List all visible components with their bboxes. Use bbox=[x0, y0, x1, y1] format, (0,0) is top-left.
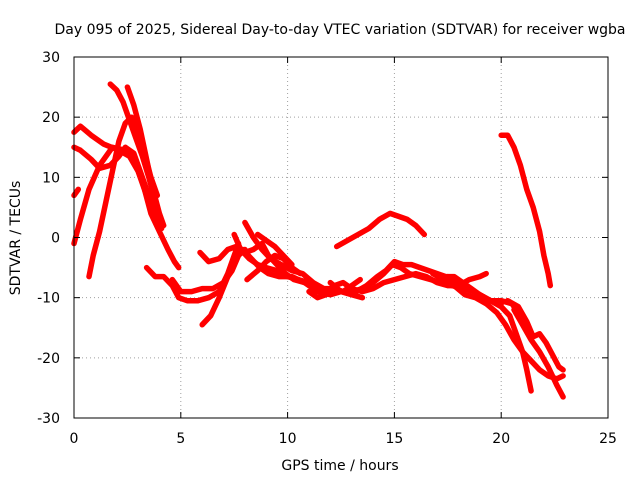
x-tick-label: 10 bbox=[279, 431, 297, 447]
x-tick-label: 0 bbox=[70, 431, 79, 447]
y-tick-label: -20 bbox=[37, 351, 60, 367]
y-tick-label: 10 bbox=[42, 170, 60, 186]
y-axis-label: SDTVAR / TECUs bbox=[8, 181, 24, 296]
x-axis-label: GPS time / hours bbox=[281, 458, 398, 474]
y-tick-labels: -30 -20 -10 0 10 20 30 bbox=[37, 50, 60, 427]
y-tick-label: 0 bbox=[51, 231, 60, 247]
x-tick-label: 25 bbox=[599, 431, 617, 447]
x-tick-label: 20 bbox=[492, 431, 510, 447]
series-line-trace-c bbox=[71, 144, 163, 226]
y-tick-label: -30 bbox=[37, 411, 60, 427]
series-line-trace-u bbox=[445, 273, 534, 394]
axis-ticks bbox=[73, 56, 609, 419]
x-tick-label: 5 bbox=[176, 431, 185, 447]
series-line-trace-k bbox=[199, 246, 366, 328]
series-line-trace-y bbox=[511, 306, 566, 400]
series-line-trace-x bbox=[504, 297, 566, 373]
series-line-trace-w bbox=[498, 132, 554, 289]
y-tick-label: -10 bbox=[37, 291, 60, 307]
series-line-trace-g bbox=[124, 84, 167, 229]
series-line-trace-l bbox=[231, 231, 312, 286]
x-tick-labels: 0 5 10 15 20 25 bbox=[70, 431, 617, 447]
series-line-trace-v bbox=[455, 270, 489, 289]
series-line-trace-t bbox=[430, 270, 566, 382]
series-line-trace-r bbox=[333, 210, 428, 250]
series-line-trace-d bbox=[71, 186, 82, 199]
y-tick-label: 30 bbox=[42, 50, 60, 66]
y-tick-label: 20 bbox=[42, 110, 60, 126]
x-tick-label: 15 bbox=[385, 431, 403, 447]
series-line-trace-o bbox=[254, 231, 295, 268]
series-layer bbox=[71, 81, 566, 400]
series-line-trace-n bbox=[244, 252, 304, 283]
chart-title: Day 095 of 2025, Sidereal Day-to-day VTE… bbox=[54, 22, 625, 38]
